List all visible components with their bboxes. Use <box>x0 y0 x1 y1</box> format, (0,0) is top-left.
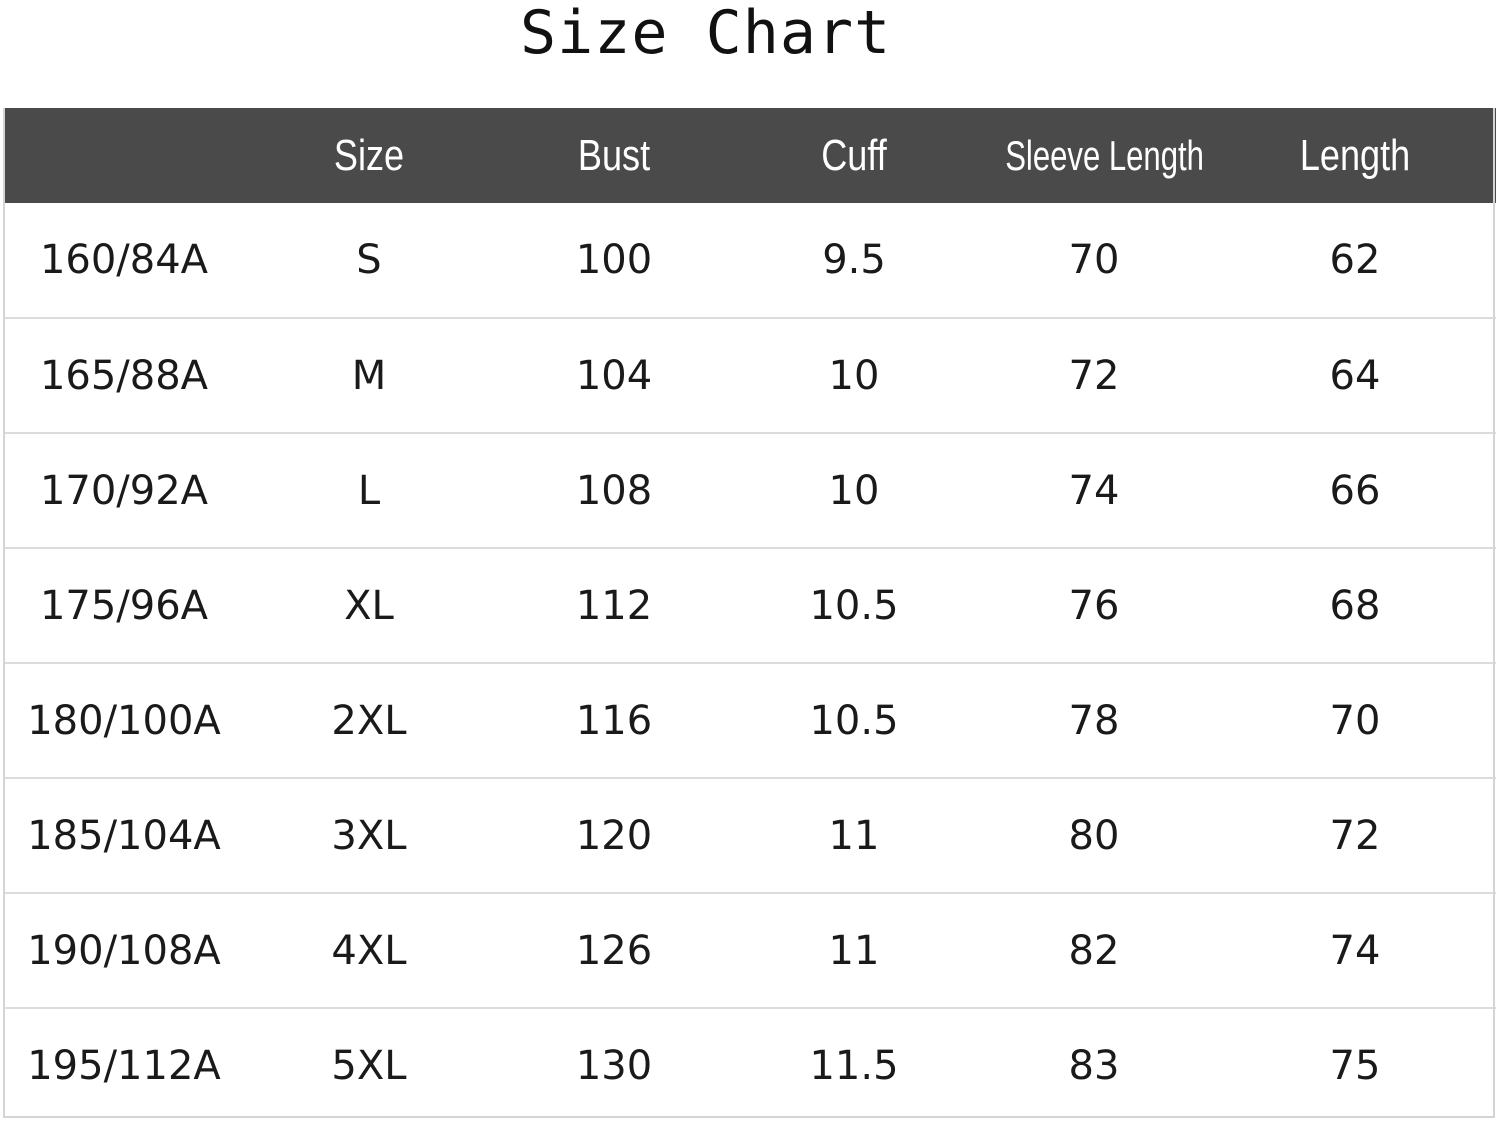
cell-size: XL <box>344 582 394 629</box>
cell-spec: 185/104A <box>27 812 221 859</box>
cell-bust: 112 <box>575 582 653 629</box>
cell-spec: 190/108A <box>27 927 221 974</box>
header-size: Size <box>333 130 405 180</box>
cell-sleeve-length: 72 <box>1068 352 1120 399</box>
cell-size: 2XL <box>331 697 407 744</box>
cell-spec: 180/100A <box>27 697 221 744</box>
chart-title: Size Chart <box>520 0 892 68</box>
cell-sleeve-length: 80 <box>1068 812 1120 859</box>
cell-length: 64 <box>1329 352 1381 399</box>
cell-cuff: 11 <box>828 927 880 974</box>
cell-cuff: 10.5 <box>809 697 899 744</box>
cell-length: 75 <box>1329 1043 1381 1089</box>
table-row: 175/96A XL 112 10.5 76 68 <box>4 548 1496 663</box>
table-row: 190/108A 4XL 126 11 82 74 <box>4 893 1496 1008</box>
cell-cuff: 10.5 <box>809 582 899 629</box>
header-cuff: Cuff <box>821 130 887 180</box>
table-body: 160/84A S 100 9.5 70 62 165/88A M 104 10 72 64 170/9… <box>4 203 1496 1123</box>
cell-spec: 195/112A <box>27 1043 221 1089</box>
cell-cuff: 11.5 <box>809 1043 899 1089</box>
cell-sleeve-length: 74 <box>1068 467 1120 514</box>
cell-cuff: 11 <box>828 812 880 859</box>
cell-sleeve-length: 70 <box>1068 237 1120 283</box>
table-row: 165/88A M 104 10 72 64 <box>4 318 1496 433</box>
cell-cuff: 10 <box>828 467 880 514</box>
cell-size: L <box>357 467 381 514</box>
cell-size: 5XL <box>331 1043 407 1089</box>
table-row: 195/112A 5XL 130 11.5 83 75 <box>4 1008 1496 1123</box>
table-row: 185/104A 3XL 120 11 80 72 <box>4 778 1496 893</box>
cell-length: 68 <box>1329 582 1381 629</box>
table-row: 170/92A L 108 10 74 66 <box>4 433 1496 548</box>
cell-bust: 108 <box>575 467 653 514</box>
header-sleeve-length: Sleeve Length <box>1005 131 1204 179</box>
cell-size: 4XL <box>331 927 407 974</box>
cell-length: 74 <box>1329 927 1381 974</box>
header-bust: Bust <box>577 130 651 180</box>
header-length: Length <box>1299 130 1411 180</box>
cell-sleeve-length: 83 <box>1068 1043 1120 1089</box>
cell-bust: 126 <box>575 927 653 974</box>
cell-cuff: 10 <box>828 352 880 399</box>
cell-spec: 160/84A <box>39 237 209 283</box>
table-row: 160/84A S 100 9.5 70 62 <box>4 203 1496 318</box>
cell-bust: 104 <box>575 352 653 399</box>
cell-bust: 120 <box>575 812 653 859</box>
cell-length: 62 <box>1329 237 1381 283</box>
cell-sleeve-length: 82 <box>1068 927 1120 974</box>
cell-bust: 116 <box>575 697 653 744</box>
cell-spec: 170/92A <box>39 467 209 514</box>
size-chart-table: Size Bust Cuff Sleeve Length Length 160/… <box>4 108 1496 1123</box>
header-spec <box>26 108 223 203</box>
cell-spec: 175/96A <box>39 582 209 629</box>
cell-size: S <box>356 237 382 283</box>
cell-sleeve-length: 76 <box>1068 582 1120 629</box>
cell-length: 70 <box>1329 697 1381 744</box>
cell-sleeve-length: 78 <box>1068 697 1120 744</box>
cell-cuff: 9.5 <box>822 237 886 283</box>
cell-length: 72 <box>1329 812 1381 859</box>
cell-length: 66 <box>1329 467 1381 514</box>
cell-bust: 100 <box>575 237 653 283</box>
cell-size: M <box>351 352 387 399</box>
cell-size: 3XL <box>331 812 407 859</box>
cell-bust: 130 <box>575 1043 653 1089</box>
cell-spec: 165/88A <box>39 352 209 399</box>
table-row: 180/100A 2XL 116 10.5 78 70 <box>4 663 1496 778</box>
table-header-row: Size Bust Cuff Sleeve Length Length <box>4 108 1496 203</box>
